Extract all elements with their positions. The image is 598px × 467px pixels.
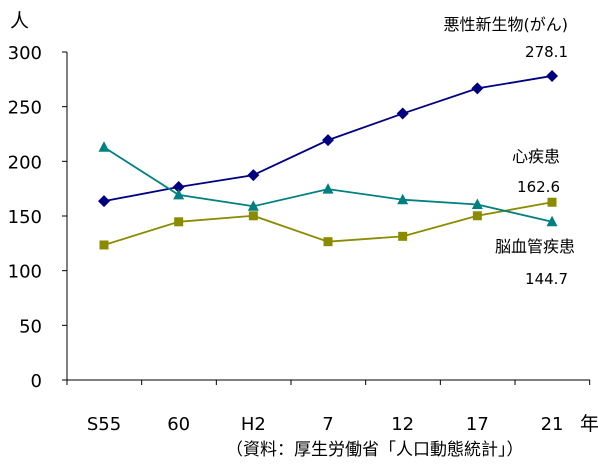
data-point [174, 217, 184, 227]
x-tick-label: S55 [87, 414, 121, 435]
axes: 0 50 100 150 200 250 300 S55 60 H2 7 12 17 21 [8, 43, 591, 435]
y-tick-label: 150 [8, 207, 42, 228]
x-tick-label: 60 [167, 414, 190, 435]
data-point [397, 193, 409, 205]
data-point [322, 134, 335, 147]
data-point [172, 181, 185, 194]
data-point [547, 197, 557, 207]
y-tick-label: 250 [8, 98, 42, 119]
data-point [98, 195, 110, 208]
series-markers [98, 69, 559, 250]
y-tick-label: 0 [31, 371, 42, 392]
data-point [247, 200, 259, 211]
x-tick-label: 7 [322, 414, 333, 435]
data-label: 278.1 [525, 43, 568, 61]
data-point [398, 231, 408, 241]
x-tick-label: 17 [466, 414, 489, 435]
x-axis-label: 年 [580, 413, 598, 435]
data-point [471, 82, 484, 95]
y-tick-label: 200 [8, 152, 42, 173]
y-tick-label: 300 [8, 43, 42, 64]
data-point [546, 215, 558, 227]
data-point [247, 169, 260, 182]
series-name-label: 心疾患 [512, 147, 560, 166]
series-name-label: 脳血管疾患 [495, 237, 575, 256]
y-tick-label: 100 [8, 262, 42, 283]
data-point [173, 188, 185, 200]
data-point [323, 237, 333, 247]
data-point [248, 211, 258, 221]
series-lines [103, 75, 553, 246]
y-tick-label: 50 [19, 316, 42, 337]
x-tick-label: H2 [241, 414, 266, 435]
x-tick-label: 12 [391, 414, 414, 435]
data-label: 144.7 [525, 270, 568, 288]
source-note: （資料：厚生労働省「人口動態統計」） [226, 440, 524, 460]
x-tick-label: 21 [541, 414, 564, 435]
series-labels: 悪性新生物(がん) 278.1 心疾患 162.6 脳血管疾患 144.7 [444, 15, 576, 288]
data-point [546, 69, 559, 82]
series-name-label: 悪性新生物(がん) [444, 15, 569, 34]
data-point [396, 107, 409, 120]
data-point [472, 211, 482, 221]
data-point [322, 183, 334, 194]
data-point [471, 198, 483, 210]
data-label: 162.6 [517, 178, 560, 196]
y-axis-label: 人 [10, 10, 29, 32]
data-point [99, 240, 109, 250]
data-point [98, 141, 110, 152]
